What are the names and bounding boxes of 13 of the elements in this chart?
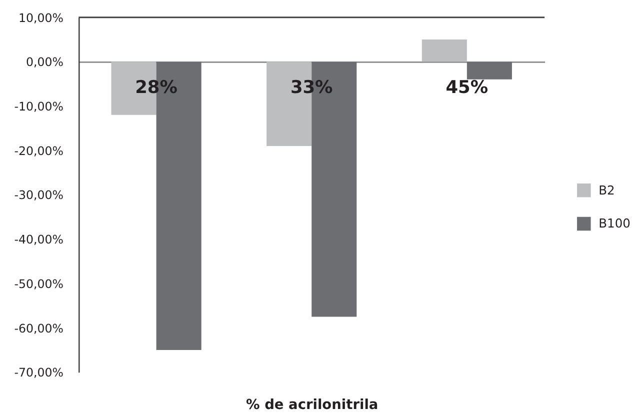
x-tick-label: 45% [446, 78, 488, 98]
y-tick-label: 0,00% [26, 55, 64, 70]
y-tick-label: -30,00% [14, 188, 64, 202]
y-tick-label: -20,00% [14, 144, 64, 158]
x-axis-title: % de acrilonitrila [246, 397, 378, 414]
y-tick-label: -60,00% [14, 321, 64, 336]
y-tick-label: -50,00% [14, 276, 64, 291]
y-tick-label: -10,00% [14, 99, 64, 114]
y-tick-label: -40,00% [14, 232, 64, 247]
legend-label: B100 [598, 216, 630, 231]
y-tick-label: -70,00% [14, 366, 64, 380]
y-tick-label: 10,00% [18, 10, 64, 25]
legend-label: B2 [598, 183, 615, 198]
